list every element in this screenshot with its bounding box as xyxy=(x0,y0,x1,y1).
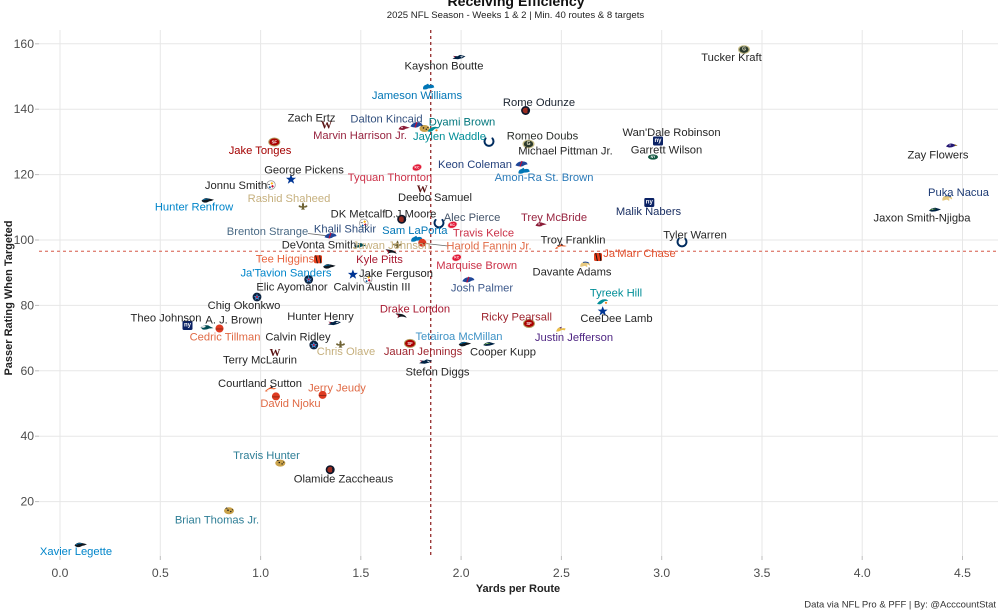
svg-text:Kayshon Boutte: Kayshon Boutte xyxy=(405,61,484,73)
svg-text:Receiving Efficiency: Receiving Efficiency xyxy=(447,0,584,9)
svg-text:Puka Nacua: Puka Nacua xyxy=(928,187,990,199)
svg-text:DeVonta Smith: DeVonta Smith xyxy=(282,240,357,252)
svg-text:Zay Flowers: Zay Flowers xyxy=(908,150,969,162)
svg-text:3.0: 3.0 xyxy=(653,566,670,580)
svg-text:Zach Ertz: Zach Ertz xyxy=(288,113,336,125)
svg-text:Jake Ferguson: Jake Ferguson xyxy=(359,268,433,280)
svg-text:David Njoku: David Njoku xyxy=(260,398,320,410)
svg-text:Dyami Brown: Dyami Brown xyxy=(429,117,496,129)
svg-text:D.J.Moore: D.J.Moore xyxy=(385,208,437,220)
svg-text:Jake Tonges: Jake Tonges xyxy=(229,145,292,157)
svg-text:60: 60 xyxy=(20,364,34,378)
svg-text:Calvin Ridley: Calvin Ridley xyxy=(265,332,331,344)
svg-text:Dalton Kincaid: Dalton Kincaid xyxy=(350,114,422,126)
svg-text:100: 100 xyxy=(14,233,35,247)
svg-text:Deebo Samuel: Deebo Samuel xyxy=(398,192,472,204)
svg-text:Chris Olave: Chris Olave xyxy=(317,346,375,358)
svg-text:Jauan Jennings: Jauan Jennings xyxy=(384,346,463,358)
svg-text:Troy Franklin: Troy Franklin xyxy=(541,235,606,247)
svg-text:Theo Johnson: Theo Johnson xyxy=(131,313,202,325)
svg-text:Stefon Diggs: Stefon Diggs xyxy=(405,366,469,378)
svg-text:Ja'Marr Chase: Ja'Marr Chase xyxy=(603,248,675,260)
svg-text:Yards per Route: Yards per Route xyxy=(476,583,560,595)
svg-text:0.0: 0.0 xyxy=(52,566,69,580)
svg-text:Michael Pittman Jr.: Michael Pittman Jr. xyxy=(518,146,613,158)
svg-text:A. J. Brown: A. J. Brown xyxy=(205,314,262,326)
svg-text:DK Metcalf: DK Metcalf xyxy=(331,209,387,221)
svg-text:Travis Hunter: Travis Hunter xyxy=(233,450,300,462)
svg-text:Romeo Doubs: Romeo Doubs xyxy=(507,131,579,143)
svg-text:Tetairoa McMillan: Tetairoa McMillan xyxy=(415,331,502,343)
svg-text:Brian Thomas Jr.: Brian Thomas Jr. xyxy=(175,514,259,526)
svg-text:Xavier Legette: Xavier Legette xyxy=(40,546,112,558)
svg-text:Courtland Sutton: Courtland Sutton xyxy=(218,378,302,390)
svg-text:Juwan Johnson: Juwan Johnson xyxy=(353,240,431,252)
svg-text:Garrett Wilson: Garrett Wilson xyxy=(631,145,703,157)
svg-text:Josh Palmer: Josh Palmer xyxy=(451,283,513,295)
svg-text:Tee Higgins: Tee Higgins xyxy=(256,253,315,265)
svg-text:Travis Kelce: Travis Kelce xyxy=(453,227,514,239)
svg-text:3.5: 3.5 xyxy=(754,566,771,580)
svg-text:1.0: 1.0 xyxy=(252,566,269,580)
svg-text:2025 NFL Season - Weeks 1 & 2: 2025 NFL Season - Weeks 1 & 2 | Min. 40 … xyxy=(387,10,645,21)
svg-text:Cooper Kupp: Cooper Kupp xyxy=(470,347,536,359)
svg-text:Ricky Pearsall: Ricky Pearsall xyxy=(481,312,552,324)
svg-text:George Pickens: George Pickens xyxy=(264,164,344,176)
svg-text:160: 160 xyxy=(14,37,35,51)
svg-text:Marquise Brown: Marquise Brown xyxy=(436,260,517,272)
svg-text:Data via NFL Pro & PFF | By: @: Data via NFL Pro & PFF | By: @AcccountSt… xyxy=(804,600,996,611)
svg-text:4.0: 4.0 xyxy=(854,566,871,580)
svg-text:Cedric Tillman: Cedric Tillman xyxy=(190,332,261,344)
svg-text:Tyler Warren: Tyler Warren xyxy=(663,229,727,241)
svg-text:80: 80 xyxy=(20,298,34,312)
svg-text:Keon Coleman: Keon Coleman xyxy=(438,159,512,171)
svg-text:Elic Ayomanor: Elic Ayomanor xyxy=(256,282,328,294)
svg-text:2.5: 2.5 xyxy=(553,566,570,580)
svg-text:140: 140 xyxy=(14,102,35,116)
svg-text:Alec Pierce: Alec Pierce xyxy=(444,212,501,224)
svg-text:20: 20 xyxy=(20,495,34,509)
svg-text:Calvin Austin III: Calvin Austin III xyxy=(333,282,410,294)
svg-text:Wan'Dale Robinson: Wan'Dale Robinson xyxy=(622,127,720,139)
svg-text:Tyquan Thornton: Tyquan Thornton xyxy=(348,172,432,184)
svg-text:2.0: 2.0 xyxy=(453,566,470,580)
svg-text:Terry McLaurin: Terry McLaurin xyxy=(223,355,297,367)
svg-text:Rome Odunze: Rome Odunze xyxy=(503,97,575,109)
svg-text:Drake London: Drake London xyxy=(380,304,450,316)
svg-text:40: 40 xyxy=(20,429,34,443)
svg-text:Amon-Ra St. Brown: Amon-Ra St. Brown xyxy=(495,172,594,184)
svg-text:Hunter Henry: Hunter Henry xyxy=(287,311,354,323)
svg-text:CeeDee Lamb: CeeDee Lamb xyxy=(580,313,652,325)
svg-text:Khalil Shakir: Khalil Shakir xyxy=(314,223,376,235)
svg-text:1.5: 1.5 xyxy=(352,566,369,580)
svg-text:Rashid Shaheed: Rashid Shaheed xyxy=(248,193,331,205)
svg-text:Tucker Kraft: Tucker Kraft xyxy=(701,52,762,64)
svg-text:Kyle Pitts: Kyle Pitts xyxy=(356,254,403,266)
svg-text:Jameson Williams: Jameson Williams xyxy=(372,90,463,102)
svg-text:Jaxon Smith-Njigba: Jaxon Smith-Njigba xyxy=(873,213,971,225)
svg-text:Jonnu Smith: Jonnu Smith xyxy=(205,180,267,192)
svg-text:Ja'Tavion Sanders: Ja'Tavion Sanders xyxy=(240,267,331,279)
svg-text:Chig Okonkwo: Chig Okonkwo xyxy=(208,300,281,312)
svg-text:Harold Fannin Jr.: Harold Fannin Jr. xyxy=(446,240,531,252)
svg-text:Tyreek Hill: Tyreek Hill xyxy=(590,288,642,300)
svg-text:Trey McBride: Trey McBride xyxy=(521,212,587,224)
svg-text:Passer Rating When Targeted: Passer Rating When Targeted xyxy=(3,220,15,375)
svg-text:Olamide Zaccheaus: Olamide Zaccheaus xyxy=(294,474,394,486)
svg-text:Davante Adams: Davante Adams xyxy=(533,266,612,278)
svg-text:Jerry Jeudy: Jerry Jeudy xyxy=(308,382,366,394)
svg-text:120: 120 xyxy=(14,168,35,182)
svg-text:Justin Jefferson: Justin Jefferson xyxy=(535,332,613,344)
svg-text:0.5: 0.5 xyxy=(152,566,169,580)
svg-text:4.5: 4.5 xyxy=(954,566,971,580)
svg-text:Jaylen Waddle: Jaylen Waddle xyxy=(413,131,486,143)
svg-text:Hunter Renfrow: Hunter Renfrow xyxy=(155,202,234,214)
svg-text:Brenton Strange: Brenton Strange xyxy=(227,226,308,238)
svg-text:Sam LaPorta: Sam LaPorta xyxy=(382,225,448,237)
svg-text:Marvin Harrison Jr.: Marvin Harrison Jr. xyxy=(313,130,407,142)
svg-text:Malik Nabers: Malik Nabers xyxy=(616,206,682,218)
